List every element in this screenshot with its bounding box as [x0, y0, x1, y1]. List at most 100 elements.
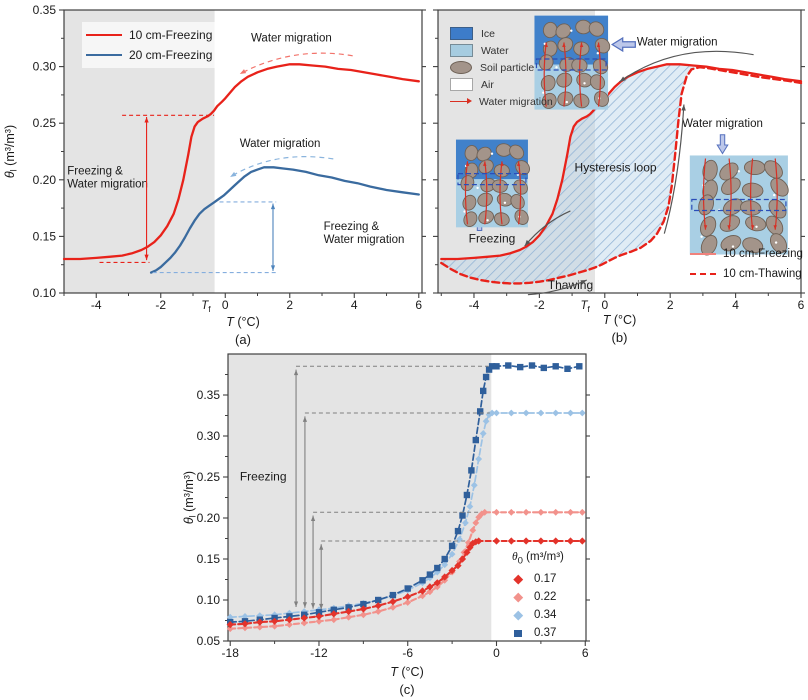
freezing-label: Freezing — [469, 232, 516, 246]
arrowhead — [500, 161, 504, 166]
marker — [300, 619, 308, 627]
soil-particle — [594, 90, 609, 107]
legend-item-20cm-freezing: 20 cm-Freezing — [86, 45, 212, 65]
marker — [493, 363, 500, 370]
arrowhead — [144, 116, 149, 123]
marker — [552, 508, 560, 516]
marker — [256, 612, 264, 619]
marker — [459, 512, 466, 519]
legend-item-water-migration: Water migration — [450, 93, 553, 110]
y-tick-label: 0.15 — [197, 552, 221, 566]
marker — [505, 362, 512, 369]
red-arrow-icon — [450, 98, 472, 104]
soil-particle — [742, 237, 764, 254]
water-migration-top-label: Water migration — [637, 37, 718, 49]
series-line-10 cm-Thawing — [440, 66, 803, 285]
marker — [537, 409, 545, 417]
arrowhead — [773, 225, 777, 230]
marker — [241, 620, 249, 628]
marker — [492, 537, 501, 545]
air-bubble — [731, 245, 735, 248]
marker — [286, 621, 293, 628]
arrowhead — [516, 161, 521, 166]
block-arrow-left — [611, 36, 636, 53]
freezing-water-migration-red-label: Freezing & — [67, 166, 123, 178]
marker — [481, 508, 489, 516]
marker — [552, 363, 559, 370]
air-bubble — [773, 193, 776, 197]
marker — [468, 467, 475, 474]
legend-label: 0.37 — [534, 627, 557, 640]
marker — [475, 537, 483, 545]
y-tick-label: 0.05 — [197, 634, 221, 648]
y-tick-label: 0.35 — [33, 3, 57, 17]
marker — [441, 573, 449, 581]
panel-a-legend: 10 cm-Freezing 20 cm-Freezing — [82, 22, 221, 68]
panel-label: (a) — [235, 332, 251, 347]
soil-particle — [509, 144, 525, 160]
marker — [448, 542, 456, 550]
marker — [456, 558, 463, 565]
hysteresis-loop-region — [441, 64, 710, 284]
marker-box — [512, 574, 524, 584]
annotation-curved-arrow — [663, 104, 685, 234]
water-migration-arrow — [728, 158, 732, 230]
x-tick-label: -18 — [222, 646, 240, 660]
lightblue-diamond-marker — [513, 610, 523, 620]
legend-item-air: Air — [450, 76, 553, 93]
soil-particle — [764, 160, 783, 179]
marker — [389, 598, 397, 606]
panel-c-legend: θ0 (m³/m³) 0.17 0.22 0.34 0.37 — [512, 551, 564, 642]
arrowhead — [580, 279, 587, 285]
panel-c-chart: -18 -12 -6 0 6 0.05 0.10 0.15 0.20 0.25 0.30 0.35 T … — [182, 353, 590, 697]
air-bubble — [542, 91, 545, 94]
marker — [564, 365, 571, 372]
marker — [418, 587, 427, 595]
legend-item-037: 0.37 — [512, 624, 564, 642]
y-axis-label: θl (m³/m³) — [3, 125, 19, 178]
air-bubble — [476, 186, 479, 190]
darkblue-square-marker — [514, 629, 522, 638]
arrowhead — [544, 42, 548, 48]
water-migration-red-label: Water migration — [251, 33, 332, 45]
legend-label: 10 cm-Thawing — [723, 268, 802, 280]
y-axis-label: θl (m³/m³) — [182, 471, 198, 524]
marker — [458, 555, 467, 563]
freezing-water-migration-blue-label: Freezing & — [324, 221, 380, 233]
y-tick-label: 0.20 — [197, 511, 221, 525]
marker — [578, 409, 586, 417]
arrowhead — [703, 225, 708, 230]
marker — [434, 564, 441, 572]
marker — [315, 609, 323, 616]
x-tick-label: 0 — [601, 298, 608, 312]
legend-item-soil-particle: Soil particle — [450, 59, 553, 76]
legend-label: Water migration — [479, 95, 553, 108]
marker — [552, 409, 560, 417]
x-tick-label: 0 — [222, 298, 229, 312]
marker — [463, 491, 471, 499]
water-migration-arrow — [750, 158, 754, 230]
water-migration-arrow — [543, 42, 547, 107]
soil-particle — [745, 215, 767, 232]
ice-swatch — [450, 27, 473, 40]
marker — [426, 571, 434, 578]
panel-b-curves-legend: 10 cm-Freezing 10 cm-Thawing — [690, 244, 803, 284]
arrowhead — [619, 76, 626, 82]
marker — [360, 600, 367, 608]
legend-label: 0.17 — [534, 573, 557, 586]
x-tick-label: -4 — [469, 298, 480, 312]
marker — [419, 577, 426, 584]
soil-particle — [555, 23, 572, 39]
legend-label: 10 cm-Freezing — [723, 248, 803, 260]
x-tick-label: 2 — [286, 298, 293, 312]
y-tick-label: 0.35 — [197, 388, 221, 402]
air-bubble — [596, 52, 599, 55]
marker — [537, 508, 545, 516]
marker — [375, 596, 382, 604]
legend-item-10cm-freezing: 10 cm-Freezing — [86, 25, 212, 45]
salmon-diamond-marker — [513, 592, 523, 602]
x-tick-label: 6 — [798, 298, 805, 312]
arrowhead — [681, 104, 686, 111]
series-line-0.34 — [229, 412, 584, 619]
marker — [466, 503, 474, 510]
